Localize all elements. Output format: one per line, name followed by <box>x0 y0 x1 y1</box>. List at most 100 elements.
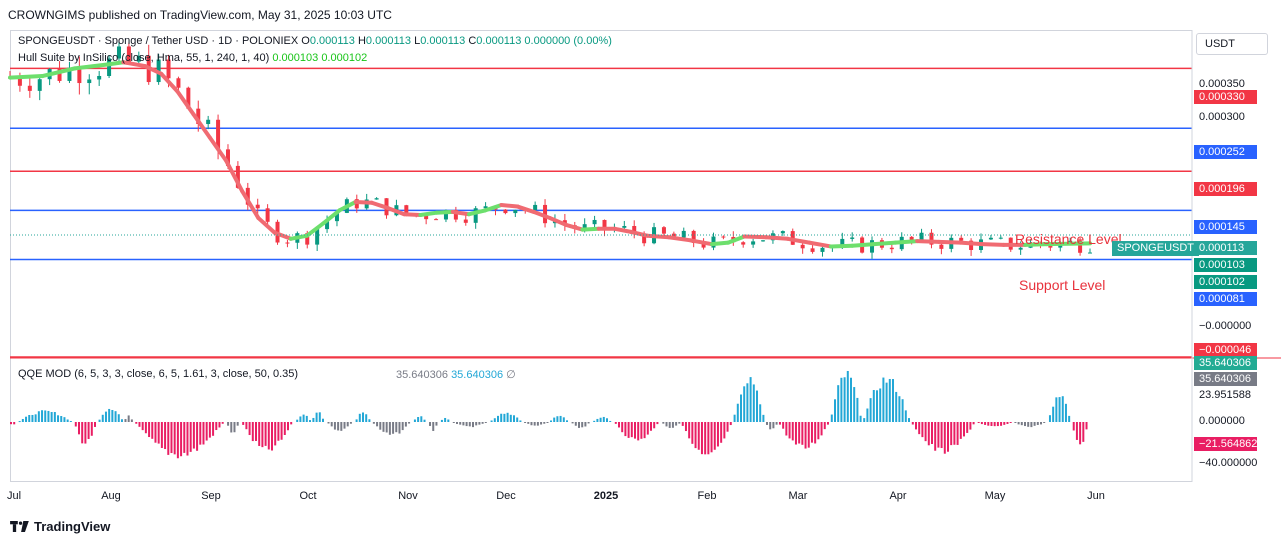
candle-body <box>37 79 42 91</box>
candle-body <box>136 55 141 62</box>
candle-body <box>166 59 171 79</box>
qqe-bar <box>1009 422 1012 423</box>
qqe-bar <box>208 422 211 438</box>
hull-segment <box>159 71 180 94</box>
qqe-bar <box>490 420 493 422</box>
qqe-bar <box>943 422 946 454</box>
qqe-bar <box>242 422 245 425</box>
qqe-bar <box>675 422 678 426</box>
candle-body <box>225 149 230 166</box>
candle-body <box>889 247 894 250</box>
hull-segment <box>828 243 855 249</box>
tradingview-footer[interactable]: TradingView <box>10 519 110 534</box>
candle-body <box>810 248 815 252</box>
hull-segment <box>850 242 876 248</box>
qqe-bar <box>94 422 96 427</box>
qqe-bar <box>176 422 179 459</box>
hull-segment <box>121 60 147 69</box>
price-tag-level: 0.000196 <box>1194 182 1257 196</box>
qqe-bar <box>876 390 878 422</box>
qqe-bar <box>138 422 141 427</box>
candle-body <box>592 219 597 225</box>
candle-body <box>661 227 666 234</box>
price-tag-level: 0.000081 <box>1194 292 1257 306</box>
qqe-bar <box>927 422 930 446</box>
hull-segment <box>369 200 390 211</box>
symbol-legend[interactable]: SPONGEUSDT · Sponge / Tether USD · 1D · … <box>18 35 612 47</box>
qqe-bar <box>212 422 215 436</box>
qqe-bar <box>160 422 163 448</box>
hull-segment <box>742 234 768 240</box>
qqe-bar <box>681 422 684 426</box>
hull-legend[interactable]: Hull Suite by InSilico (close, Hma, 55, … <box>18 52 367 64</box>
qqe-bar <box>267 422 270 450</box>
qqe-bar <box>1040 422 1042 425</box>
candle-body <box>176 78 181 88</box>
qqe-bar <box>376 422 379 427</box>
qqe-bar <box>775 422 778 425</box>
qqe-bar <box>697 422 700 450</box>
qqe-bar <box>694 422 697 449</box>
qqe-bar <box>553 417 556 422</box>
candle-body <box>642 233 647 244</box>
qqe-bar <box>318 412 321 422</box>
candle-body <box>988 237 993 240</box>
qqe-bar <box>215 422 218 431</box>
qqe-bar <box>462 422 465 426</box>
qqe-bar <box>640 422 643 439</box>
qqe-bar <box>543 422 546 424</box>
qqe-bar <box>749 377 752 422</box>
candle-body <box>216 119 221 150</box>
ohlc-high-label: H <box>357 35 366 47</box>
qqe-bar <box>915 422 917 430</box>
candle-body <box>998 237 1003 239</box>
qqe-bar <box>788 422 791 439</box>
ohlc-low: 0.000113 <box>420 35 466 47</box>
support-annotation[interactable]: Support Level <box>1019 277 1106 293</box>
qqe-bar <box>280 422 283 440</box>
qqe-bar <box>668 422 671 428</box>
candle-body <box>691 230 696 243</box>
candle-body <box>443 209 448 220</box>
qqe-bar <box>571 422 574 424</box>
qqe-axis-label: 23.951588 <box>1199 389 1251 401</box>
qqe-bar <box>794 422 797 445</box>
qqe-bar <box>956 422 959 445</box>
hull-segment <box>893 239 920 245</box>
qqe-bar <box>869 398 872 422</box>
qqe-bar <box>627 422 630 438</box>
horizontal-levels <box>10 67 1192 358</box>
candle-body <box>67 67 72 81</box>
qqe-bar <box>271 422 273 451</box>
candle-body <box>434 219 439 221</box>
qqe-bar <box>493 418 496 422</box>
qqe-bar <box>472 422 474 428</box>
qqe-bar <box>882 377 885 422</box>
qqe-bar <box>1064 403 1067 422</box>
qqe-value-1: 35.640306 <box>396 369 448 381</box>
qqe-bar <box>144 422 147 434</box>
qqe-value-3: ∅ <box>506 369 516 381</box>
qqe-legend-title[interactable]: QQE MOD (6, 5, 3, 3, close, 6, 5, 1.61, … <box>18 368 299 380</box>
hull-title[interactable]: Hull Suite by InSilico (close, Hma, 55, … <box>18 52 270 64</box>
qqe-bar <box>700 422 703 455</box>
currency-selector[interactable]: USDT <box>1196 33 1268 55</box>
hull-segment <box>612 226 633 234</box>
candle-body <box>87 79 92 84</box>
candle-body <box>285 242 290 244</box>
symbol-title[interactable]: SPONGEUSDT · Sponge / Tether USD · 1D · … <box>18 35 299 47</box>
candle-body <box>473 208 478 223</box>
qqe-bar <box>44 410 47 422</box>
resistance-annotation[interactable]: Resistance Level <box>1015 231 1122 247</box>
candle-body <box>959 237 964 241</box>
hull-segment <box>72 62 110 71</box>
candle-body <box>632 225 637 234</box>
qqe-bar <box>475 422 478 426</box>
candle-body <box>850 237 855 239</box>
hull-segment <box>785 236 812 245</box>
qqe-bar <box>362 412 364 422</box>
ohlc-close: 0.000113 <box>476 35 522 47</box>
qqe-bar <box>643 422 646 439</box>
qqe-bar <box>196 422 199 451</box>
